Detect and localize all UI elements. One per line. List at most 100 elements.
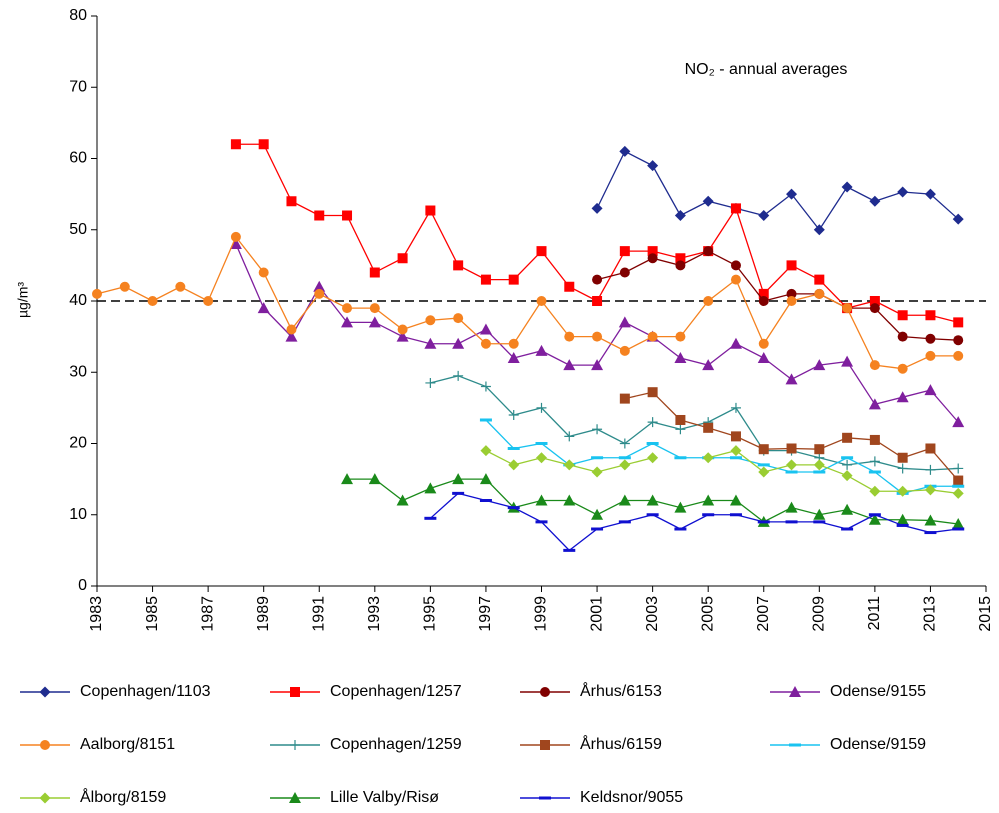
data-point — [368, 316, 381, 328]
data-point — [758, 444, 769, 455]
data-point — [897, 310, 908, 321]
data-point — [674, 456, 687, 460]
data-point — [647, 417, 658, 428]
data-point — [729, 494, 742, 506]
series-line — [485, 419, 959, 495]
legend-label: Copenhagen/1103 — [80, 683, 211, 700]
data-point — [230, 231, 241, 242]
data-point — [563, 548, 576, 552]
data-point — [508, 410, 519, 420]
legend-label: Lille Valby/Risø — [330, 789, 439, 806]
data-point — [480, 445, 492, 457]
data-point — [674, 352, 687, 363]
data-point — [592, 424, 603, 435]
data-point — [897, 463, 908, 474]
data-point — [591, 508, 604, 520]
data-point — [369, 267, 380, 278]
data-point — [535, 442, 548, 445]
x-tick-label: 2015 — [977, 596, 994, 632]
data-point — [258, 139, 269, 150]
data-point — [842, 459, 853, 470]
data-point — [786, 459, 798, 471]
data-point — [953, 463, 964, 474]
data-point — [591, 456, 604, 460]
x-tick-label: 1989 — [255, 596, 272, 632]
data-point — [618, 316, 631, 328]
data-point — [119, 281, 130, 292]
data-point — [314, 288, 325, 299]
data-point — [758, 296, 769, 306]
data-point — [286, 196, 297, 207]
data-point — [453, 260, 464, 271]
legend-swatch-marker — [789, 686, 801, 697]
data-point — [924, 188, 936, 200]
data-point — [813, 508, 826, 520]
data-point — [757, 520, 770, 524]
data-point — [646, 494, 659, 506]
data-point — [479, 499, 492, 502]
data-point — [647, 253, 658, 264]
data-point — [758, 288, 769, 299]
data-point — [425, 315, 436, 326]
data-point — [897, 331, 908, 342]
data-point — [258, 267, 269, 278]
data-point — [730, 260, 741, 271]
data-point — [563, 459, 575, 471]
data-point — [814, 444, 825, 455]
data-point — [674, 527, 687, 531]
legend-swatch-marker — [39, 792, 51, 804]
data-point — [424, 516, 437, 520]
legend-label: Odense/9155 — [830, 683, 926, 700]
data-point — [647, 387, 658, 398]
data-point — [786, 188, 798, 200]
y-tick-label: 20 — [69, 435, 87, 452]
data-point — [702, 513, 715, 517]
data-point — [952, 487, 964, 499]
data-point — [813, 470, 826, 474]
data-point — [952, 518, 965, 530]
data-point — [841, 470, 853, 482]
data-point — [619, 345, 630, 356]
data-point — [897, 485, 909, 497]
data-point — [535, 344, 548, 356]
data-point — [813, 520, 826, 524]
data-point — [758, 210, 770, 221]
data-point — [813, 359, 826, 371]
legend-swatch-marker — [40, 740, 50, 750]
x-tick-label: 2009 — [811, 596, 828, 632]
data-point — [342, 210, 353, 221]
y-tick-label: 40 — [69, 292, 87, 309]
data-point — [841, 355, 854, 367]
series-line — [485, 449, 959, 495]
data-point — [702, 195, 714, 207]
data-point — [425, 205, 436, 216]
data-point — [591, 202, 603, 214]
data-point — [618, 456, 631, 460]
data-point — [785, 501, 798, 513]
x-tick-label: 2005 — [699, 596, 716, 632]
data-point — [508, 274, 519, 285]
legend-label: Odense/9159 — [830, 736, 926, 753]
data-point — [619, 145, 631, 157]
data-point — [897, 186, 909, 198]
data-point — [896, 391, 909, 403]
annotation: NO₂ - annual averages — [685, 61, 848, 78]
data-point — [896, 523, 909, 527]
data-point — [424, 337, 437, 349]
data-point — [230, 139, 241, 150]
data-point — [619, 438, 630, 449]
series-line — [235, 143, 959, 324]
data-point — [285, 330, 298, 342]
data-point — [869, 303, 880, 314]
x-tick-label: 1991 — [310, 596, 327, 632]
y-tick-label: 30 — [69, 363, 87, 380]
data-point — [785, 520, 798, 524]
data-point — [842, 303, 853, 314]
data-point — [786, 296, 797, 306]
data-point — [786, 443, 797, 454]
data-point — [479, 323, 492, 335]
data-point — [175, 281, 186, 292]
data-point — [619, 246, 630, 257]
data-point — [674, 501, 687, 513]
